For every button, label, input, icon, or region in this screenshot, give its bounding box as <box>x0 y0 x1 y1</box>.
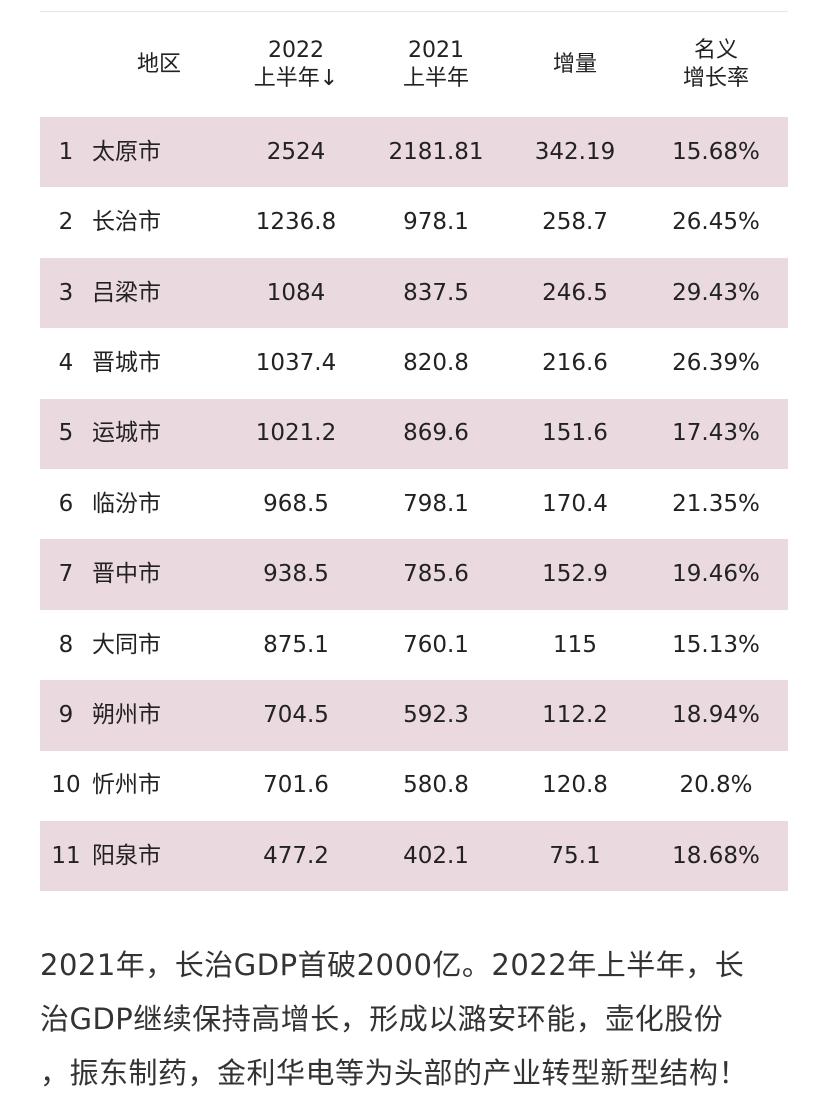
cell-city: 长治市 <box>92 209 161 236</box>
cell-increase: 120.8 <box>542 772 608 799</box>
cell-growth-rate: 21.35% <box>672 490 760 517</box>
paragraph-line-3: ，振东制药，金利华电等为头部的产业转型新型结构！ <box>40 1056 749 1090</box>
table-header-row: 地区 2022 上半年↓ 2021 上半年 增量 名义 增长率 <box>40 12 788 117</box>
cell-increase: 115 <box>553 631 597 658</box>
cell-rank: 1 <box>58 138 74 165</box>
cell-city: 忻州市 <box>92 772 161 799</box>
header-rate-line1: 名义 <box>693 38 738 63</box>
cell-city: 太原市 <box>92 138 161 165</box>
cell-2021-h1: 402.1 <box>403 842 469 869</box>
cell-rank: 9 <box>58 701 74 728</box>
cell-2022-h1: 1236.8 <box>255 209 337 236</box>
cell-2021-h1: 978.1 <box>403 209 469 236</box>
header-2021-h1: 2021 上半年 <box>366 37 506 92</box>
cell-rank: 2 <box>58 209 74 236</box>
cell-city: 运城市 <box>92 420 161 447</box>
cell-growth-rate: 18.94% <box>672 701 760 728</box>
cell-increase: 246.5 <box>542 279 608 306</box>
cell-growth-rate: 17.43% <box>672 420 760 447</box>
cell-2021-h1: 869.6 <box>403 420 469 447</box>
cell-2021-h1: 820.8 <box>403 349 469 376</box>
cell-2021-h1: 592.3 <box>403 701 469 728</box>
cell-rank: 10 <box>51 772 81 799</box>
cell-2021-h1: 580.8 <box>403 772 469 799</box>
cell-2022-h1: 875.1 <box>263 631 329 658</box>
header-2022-period: 上半年↓ <box>253 65 339 91</box>
header-2022-year: 2022 <box>268 38 324 63</box>
table-row: 11 阳泉市 477.2 402.1 75.1 18.68% <box>40 820 788 892</box>
table-row: 4 晋城市 1037.4 820.8 216.6 26.39% <box>40 328 788 398</box>
header-increase: 增量 <box>552 51 597 77</box>
paragraph-line-1: 2021年，长治GDP首破2000亿。2022年上半年，长 <box>40 948 745 982</box>
cell-growth-rate: 26.45% <box>672 209 760 236</box>
cell-increase: 152.9 <box>542 561 608 588</box>
cell-2021-h1: 837.5 <box>403 279 469 306</box>
cell-city: 晋中市 <box>92 561 161 588</box>
cell-growth-rate: 26.39% <box>672 349 760 376</box>
header-rate-line2: 增长率 <box>682 65 749 91</box>
cell-city: 临汾市 <box>92 490 161 517</box>
cell-2022-h1: 477.2 <box>263 842 329 869</box>
cell-rank: 5 <box>58 420 74 447</box>
cell-increase: 151.6 <box>542 420 608 447</box>
cell-rank: 6 <box>58 490 74 517</box>
table-row: 5 运城市 1021.2 869.6 151.6 17.43% <box>40 398 788 469</box>
table-row: 8 大同市 875.1 760.1 115 15.13% <box>40 610 788 680</box>
cell-growth-rate: 18.68% <box>672 842 760 869</box>
table-top-divider <box>40 11 788 12</box>
table-row: 7 晋中市 938.5 785.6 152.9 19.46% <box>40 539 788 610</box>
cell-increase: 258.7 <box>542 209 608 236</box>
cell-rank: 7 <box>58 561 74 588</box>
paragraph-line-2: 治GDP继续保持高增长，形成以潞安环能，壶化股份 <box>40 1002 724 1036</box>
cell-increase: 216.6 <box>542 349 608 376</box>
gdp-table: 地区 2022 上半年↓ 2021 上半年 增量 名义 增长率 1 太原市 25… <box>40 12 788 892</box>
cell-2021-h1: 2181.81 <box>388 138 484 165</box>
table-row: 1 太原市 2524 2181.81 342.19 15.68% <box>40 117 788 188</box>
cell-city: 朔州市 <box>92 701 161 728</box>
cell-city: 晋城市 <box>92 349 161 376</box>
cell-increase: 112.2 <box>542 701 608 728</box>
article-paragraph: 2021年，长治GDP首破2000亿。2022年上半年，长 治GDP继续保持高增… <box>40 938 788 1100</box>
cell-2022-h1: 704.5 <box>263 701 329 728</box>
cell-city: 大同市 <box>92 631 161 658</box>
cell-2022-h1: 1037.4 <box>255 349 337 376</box>
cell-2022-h1: 701.6 <box>263 772 329 799</box>
cell-growth-rate: 29.43% <box>672 279 760 306</box>
cell-rank: 4 <box>58 349 74 376</box>
table-row: 3 吕梁市 1084 837.5 246.5 29.43% <box>40 257 788 329</box>
table-row: 9 朔州市 704.5 592.3 112.2 18.94% <box>40 680 788 751</box>
cell-rank: 8 <box>58 631 74 658</box>
cell-growth-rate: 20.8% <box>679 772 753 799</box>
header-2022-h1[interactable]: 2022 上半年↓ <box>226 37 366 92</box>
cell-2021-h1: 760.1 <box>403 631 469 658</box>
cell-2022-h1: 1084 <box>266 279 326 306</box>
cell-city: 吕梁市 <box>92 279 161 306</box>
cell-2022-h1: 1021.2 <box>255 420 337 447</box>
table-row: 2 长治市 1236.8 978.1 258.7 26.45% <box>40 187 788 257</box>
cell-growth-rate: 15.68% <box>672 138 760 165</box>
cell-growth-rate: 15.13% <box>672 631 760 658</box>
cell-2022-h1: 968.5 <box>263 490 329 517</box>
cell-rank: 3 <box>58 279 74 306</box>
cell-2022-h1: 938.5 <box>263 561 329 588</box>
header-2021-period: 上半年 <box>402 65 469 91</box>
cell-2021-h1: 798.1 <box>403 490 469 517</box>
cell-increase: 170.4 <box>542 490 608 517</box>
cell-2022-h1: 2524 <box>266 138 326 165</box>
header-2021-year: 2021 <box>408 38 464 63</box>
cell-increase: 75.1 <box>549 842 601 869</box>
cell-2021-h1: 785.6 <box>403 561 469 588</box>
cell-city: 阳泉市 <box>92 842 161 869</box>
header-nominal-growth-rate: 名义 增长率 <box>644 37 788 92</box>
cell-growth-rate: 19.46% <box>672 561 760 588</box>
header-region: 地区 <box>136 51 181 77</box>
table-row: 6 临汾市 968.5 798.1 170.4 21.35% <box>40 469 788 539</box>
table-row: 10 忻州市 701.6 580.8 120.8 20.8% <box>40 751 788 821</box>
cell-rank: 11 <box>51 842 81 869</box>
cell-increase: 342.19 <box>534 138 616 165</box>
